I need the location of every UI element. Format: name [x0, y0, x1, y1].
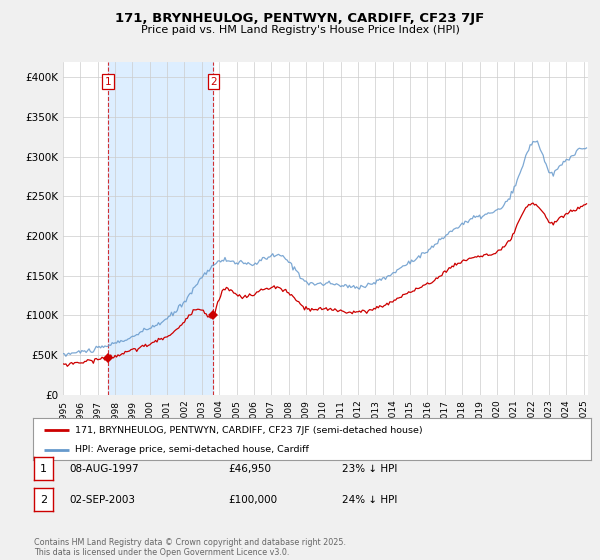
Text: Contains HM Land Registry data © Crown copyright and database right 2025.
This d: Contains HM Land Registry data © Crown c… [34, 538, 346, 557]
Text: 1: 1 [40, 464, 47, 474]
Text: 24% ↓ HPI: 24% ↓ HPI [342, 494, 397, 505]
Text: 23% ↓ HPI: 23% ↓ HPI [342, 464, 397, 474]
Text: Price paid vs. HM Land Registry's House Price Index (HPI): Price paid vs. HM Land Registry's House … [140, 25, 460, 35]
Text: HPI: Average price, semi-detached house, Cardiff: HPI: Average price, semi-detached house,… [75, 445, 309, 454]
Text: 171, BRYNHEULOG, PENTWYN, CARDIFF, CF23 7JF (semi-detached house): 171, BRYNHEULOG, PENTWYN, CARDIFF, CF23 … [75, 426, 422, 435]
Text: 02-SEP-2003: 02-SEP-2003 [69, 494, 135, 505]
Text: 2: 2 [210, 77, 217, 87]
Text: £100,000: £100,000 [228, 494, 277, 505]
Text: 1: 1 [104, 77, 111, 87]
Bar [108, 62, 214, 395]
Text: 08-AUG-1997: 08-AUG-1997 [69, 464, 139, 474]
Text: 171, BRYNHEULOG, PENTWYN, CARDIFF, CF23 7JF: 171, BRYNHEULOG, PENTWYN, CARDIFF, CF23 … [115, 12, 485, 25]
Text: £46,950: £46,950 [228, 464, 271, 474]
Text: 2: 2 [40, 494, 47, 505]
